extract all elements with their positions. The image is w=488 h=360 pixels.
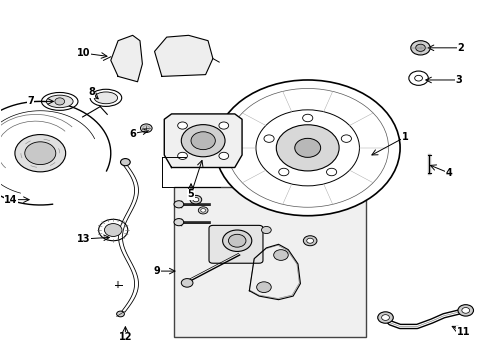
Circle shape — [273, 249, 287, 260]
Circle shape — [256, 282, 271, 293]
Circle shape — [228, 234, 245, 247]
Circle shape — [264, 135, 274, 142]
Circle shape — [181, 125, 224, 157]
Circle shape — [201, 208, 205, 212]
Text: 3: 3 — [454, 75, 461, 85]
Circle shape — [120, 158, 130, 166]
Circle shape — [303, 236, 316, 246]
Circle shape — [177, 122, 187, 129]
Circle shape — [191, 132, 215, 150]
Circle shape — [457, 305, 472, 316]
Text: 10: 10 — [77, 48, 91, 58]
Circle shape — [276, 125, 338, 171]
Circle shape — [177, 152, 187, 159]
Text: 2: 2 — [457, 43, 463, 53]
Circle shape — [193, 198, 199, 202]
Text: 1: 1 — [401, 132, 407, 142]
Text: 8: 8 — [88, 87, 95, 98]
Circle shape — [174, 201, 183, 208]
Circle shape — [341, 135, 351, 142]
Circle shape — [215, 80, 399, 216]
Circle shape — [415, 44, 425, 51]
Circle shape — [261, 226, 271, 234]
Circle shape — [15, 135, 65, 172]
Polygon shape — [154, 35, 212, 76]
Text: 6: 6 — [129, 129, 136, 139]
Ellipse shape — [46, 95, 73, 108]
Circle shape — [306, 238, 313, 243]
Circle shape — [294, 138, 320, 157]
Circle shape — [326, 168, 336, 176]
Circle shape — [174, 219, 183, 226]
Bar — [174, 187, 366, 337]
Text: 13: 13 — [77, 234, 91, 244]
Circle shape — [116, 311, 124, 317]
Ellipse shape — [94, 92, 117, 104]
Text: 4: 4 — [445, 168, 451, 178]
Circle shape — [219, 152, 228, 159]
Text: 14: 14 — [4, 195, 18, 204]
Circle shape — [190, 195, 201, 204]
Text: 9: 9 — [153, 266, 160, 276]
Text: 5: 5 — [187, 189, 194, 199]
Circle shape — [222, 230, 251, 251]
Circle shape — [410, 41, 429, 55]
Circle shape — [140, 124, 152, 132]
Circle shape — [278, 168, 288, 176]
Text: 11: 11 — [456, 327, 469, 337]
Polygon shape — [111, 35, 142, 82]
Circle shape — [381, 315, 388, 320]
Circle shape — [302, 114, 312, 122]
Text: 5: 5 — [187, 189, 194, 199]
Circle shape — [198, 207, 207, 214]
Circle shape — [377, 312, 392, 323]
Circle shape — [55, 98, 64, 105]
Circle shape — [104, 224, 122, 237]
Circle shape — [181, 279, 193, 287]
Circle shape — [219, 122, 228, 129]
Text: 7: 7 — [27, 96, 34, 107]
Polygon shape — [164, 114, 242, 167]
FancyBboxPatch shape — [208, 225, 263, 263]
Text: 12: 12 — [119, 332, 132, 342]
Circle shape — [25, 142, 56, 165]
Circle shape — [461, 307, 468, 313]
